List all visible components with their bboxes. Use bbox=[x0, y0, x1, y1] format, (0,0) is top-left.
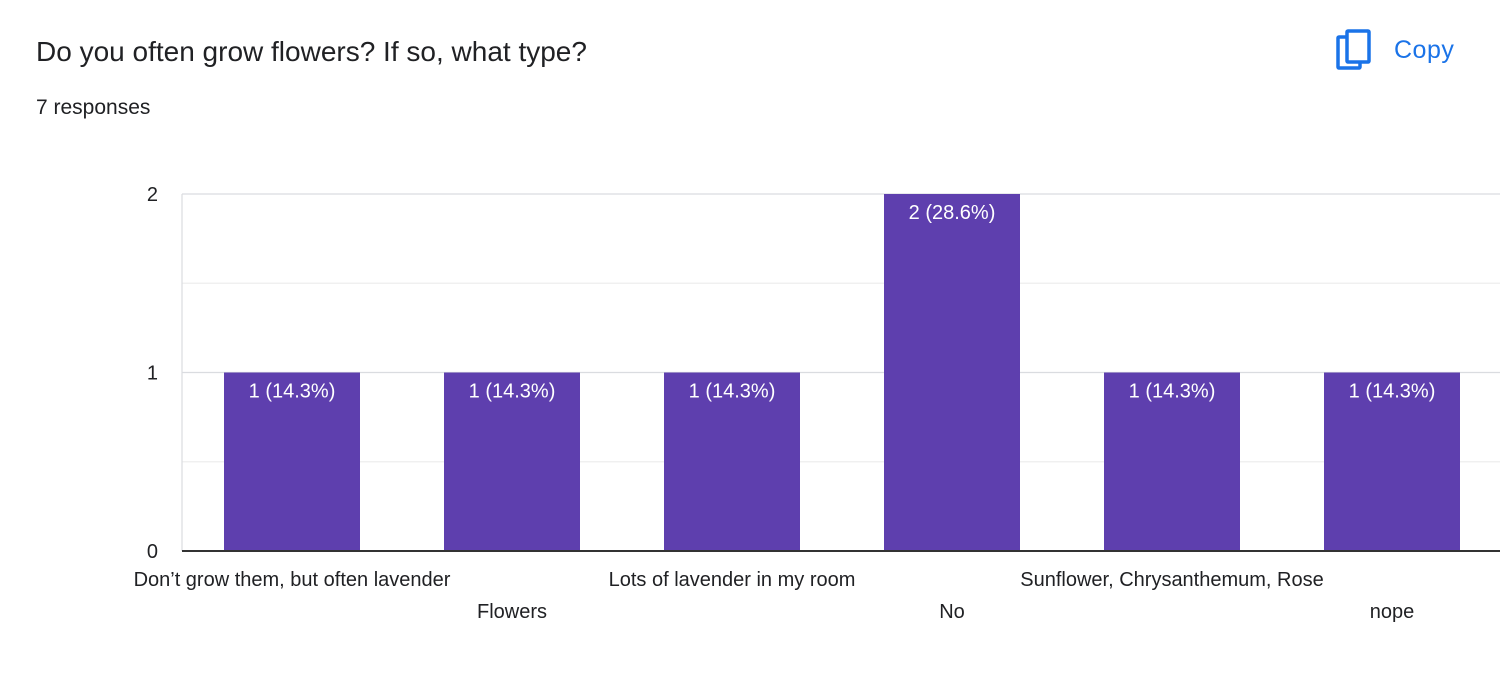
x-category-label: Flowers bbox=[477, 601, 547, 623]
bar bbox=[884, 194, 1020, 551]
response-count: 7 responses bbox=[36, 96, 151, 119]
x-category-label: Sunflower, Chrysanthemum, Rose bbox=[1020, 569, 1323, 591]
copy-button[interactable]: Copy bbox=[1330, 26, 1480, 74]
bar-data-label: 1 (14.3%) bbox=[689, 381, 776, 403]
bar bbox=[664, 372, 800, 551]
bar bbox=[224, 372, 360, 551]
copy-icon bbox=[1336, 29, 1371, 70]
copy-label: Copy bbox=[1394, 36, 1455, 64]
y-tick-label: 2 bbox=[147, 184, 158, 206]
bar-data-label: 2 (28.6%) bbox=[909, 202, 996, 224]
bar bbox=[444, 372, 580, 551]
bar bbox=[1324, 372, 1460, 551]
x-category-label: nope bbox=[1370, 601, 1415, 623]
question-title: Do you often grow flowers? If so, what t… bbox=[36, 36, 587, 67]
x-category-label: Lots of lavender in my room bbox=[609, 569, 856, 591]
x-category-label: No bbox=[939, 601, 965, 623]
x-category-label: Don’t grow them, but often lavender bbox=[134, 569, 451, 591]
bar-data-label: 1 (14.3%) bbox=[469, 381, 556, 403]
bar-data-label: 1 (14.3%) bbox=[1129, 381, 1216, 403]
y-tick-label: 0 bbox=[147, 541, 158, 563]
bar-data-label: 1 (14.3%) bbox=[1349, 381, 1436, 403]
bar bbox=[1104, 372, 1240, 551]
y-tick-label: 1 bbox=[147, 363, 158, 385]
bar-data-label: 1 (14.3%) bbox=[249, 381, 336, 403]
